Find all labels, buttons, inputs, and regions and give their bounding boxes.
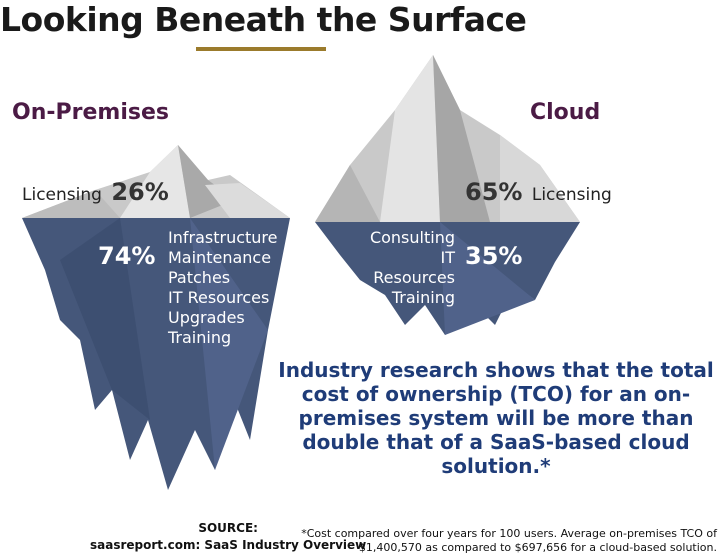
on-premises-iceberg-bottom xyxy=(22,218,290,490)
page-title: Looking Beneath the Surface xyxy=(0,0,527,39)
cloud-heading: Cloud xyxy=(530,100,601,125)
cost-item: Training xyxy=(168,328,232,347)
licensing-label: Licensing xyxy=(531,185,612,205)
on-premises-heading: On-Premises xyxy=(12,100,169,125)
cost-item: Upgrades xyxy=(168,308,245,327)
cost-item: Consulting xyxy=(369,228,455,247)
on-premises-above-label: Licensing 26% xyxy=(22,178,169,206)
cloud-iceberg-bottom xyxy=(315,222,580,335)
cost-item: Training xyxy=(391,288,455,307)
on-premises-below-percent: 74% xyxy=(98,242,156,270)
footnote: *Cost compared over four years for 100 u… xyxy=(301,527,717,554)
source-text: saasreport.com: SaaS Industry Overview xyxy=(90,538,367,552)
title-divider xyxy=(196,47,326,51)
on-premises-below-items: Infrastructure Maintenance Patches IT Re… xyxy=(168,228,277,348)
cost-item: IT Resources xyxy=(168,288,270,307)
cost-item: Maintenance xyxy=(168,248,272,267)
source-citation: SOURCE: saasreport.com: SaaS Industry Ov… xyxy=(90,520,366,554)
tco-statement: Industry research shows that the total c… xyxy=(278,358,714,478)
on-premises-iceberg-top xyxy=(22,145,290,218)
cost-item: IT Resources xyxy=(373,248,455,287)
cloud-below-items: Consulting IT Resources Training xyxy=(355,228,455,308)
cloud-below-percent: 35% xyxy=(465,242,523,270)
cost-item: Infrastructure xyxy=(168,228,278,247)
source-label: SOURCE: xyxy=(198,521,258,535)
licensing-percent: 65% xyxy=(465,178,523,206)
cost-item: Patches xyxy=(168,268,231,287)
licensing-percent: 26% xyxy=(111,178,169,206)
cloud-above-label: 65% Licensing xyxy=(465,178,612,206)
licensing-label: Licensing xyxy=(22,185,102,205)
cloud-iceberg-top xyxy=(315,55,580,222)
